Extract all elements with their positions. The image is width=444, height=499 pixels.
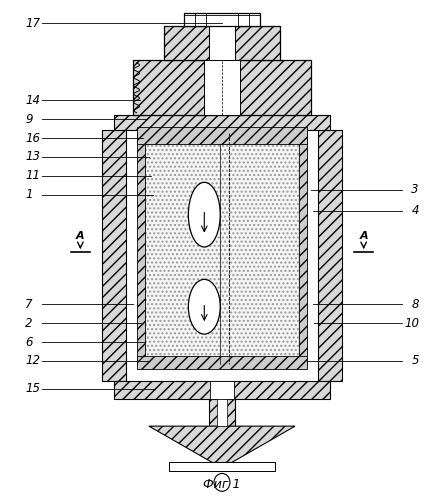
Text: 9: 9 [25,113,32,126]
Bar [209,399,235,426]
Bar [164,25,280,60]
Bar [137,356,307,369]
Text: 6: 6 [25,335,32,349]
Text: Фиг 1: Фиг 1 [203,478,241,491]
Text: 17: 17 [25,16,40,29]
Polygon shape [149,426,295,463]
Text: A: A [76,231,85,241]
Circle shape [214,474,230,492]
Bar [217,399,227,426]
Text: 15: 15 [25,382,40,395]
Bar [318,130,341,381]
Bar [184,13,260,25]
Text: A: A [359,231,368,241]
Bar [114,115,330,130]
Bar [137,127,307,144]
Text: 10: 10 [404,317,419,330]
Text: 1: 1 [25,188,32,201]
Bar [169,463,275,472]
Bar [210,381,234,399]
Text: 3: 3 [412,183,419,196]
Text: 2: 2 [25,317,32,330]
Ellipse shape [188,182,220,247]
Text: 16: 16 [25,132,40,145]
Text: 4: 4 [412,204,419,217]
Text: 14: 14 [25,94,40,107]
Ellipse shape [188,279,220,334]
Bar [114,381,330,399]
Text: 7: 7 [25,298,32,311]
Text: 8: 8 [412,298,419,311]
Bar [204,60,240,115]
Bar [145,144,299,361]
Bar [209,25,235,60]
Bar [137,133,145,364]
Text: 5: 5 [412,354,419,367]
Text: 12: 12 [25,354,40,367]
Text: 11: 11 [25,169,40,182]
Bar [103,130,126,381]
Bar [134,60,310,115]
Bar [299,133,307,364]
Text: 13: 13 [25,150,40,164]
